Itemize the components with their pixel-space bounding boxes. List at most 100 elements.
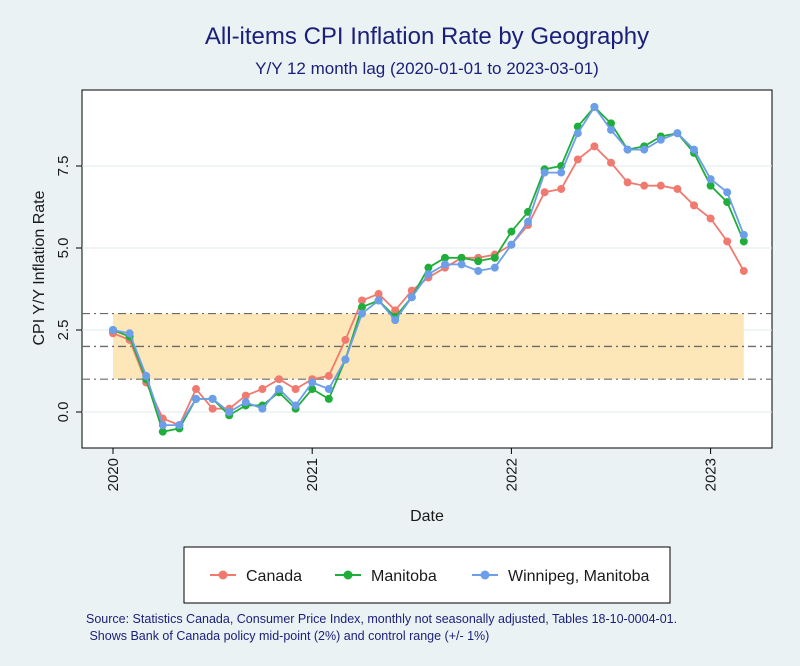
data-point bbox=[208, 404, 217, 413]
data-point bbox=[490, 253, 499, 262]
source-note: Source: Statistics Canada, Consumer Pric… bbox=[86, 612, 678, 643]
data-point bbox=[324, 385, 333, 394]
legend: Canada Manitoba Winnipeg, Manitoba bbox=[183, 546, 671, 604]
data-point bbox=[607, 119, 615, 128]
data-point bbox=[723, 198, 732, 207]
data-point bbox=[573, 155, 582, 164]
data-point bbox=[358, 303, 366, 312]
data-point bbox=[175, 421, 184, 430]
data-point bbox=[291, 385, 300, 394]
data-point bbox=[275, 375, 283, 384]
data-point bbox=[673, 129, 682, 138]
data-point bbox=[407, 293, 416, 302]
data-point bbox=[457, 260, 466, 269]
x-axis-label: Date bbox=[410, 508, 444, 525]
data-point bbox=[590, 142, 599, 151]
data-point bbox=[507, 227, 516, 236]
data-point bbox=[723, 188, 732, 197]
data-point bbox=[358, 309, 366, 318]
data-point bbox=[241, 391, 250, 400]
legend-label: Canada bbox=[246, 568, 302, 585]
chart-subtitle: Y/Y 12 month lag (2020-01-01 to 2023-03-… bbox=[255, 59, 599, 78]
data-point bbox=[739, 266, 748, 275]
data-point bbox=[441, 253, 449, 262]
data-point bbox=[424, 270, 433, 279]
data-point bbox=[341, 335, 350, 344]
data-point bbox=[457, 253, 466, 262]
data-point bbox=[739, 237, 748, 246]
data-point bbox=[258, 385, 267, 394]
x-tick-label: 2020 bbox=[105, 458, 122, 491]
data-point bbox=[723, 237, 732, 246]
data-point bbox=[374, 289, 383, 298]
data-point bbox=[258, 404, 267, 413]
data-point bbox=[391, 306, 400, 315]
legend-marker bbox=[343, 570, 353, 580]
data-point bbox=[540, 168, 549, 177]
data-point bbox=[424, 263, 433, 272]
x-tick-label: 2021 bbox=[304, 458, 321, 491]
data-point bbox=[673, 184, 682, 193]
policy-band bbox=[82, 313, 772, 380]
data-point bbox=[158, 427, 167, 436]
data-point bbox=[358, 296, 366, 305]
data-point bbox=[490, 263, 499, 272]
data-point bbox=[706, 175, 715, 184]
data-point bbox=[540, 188, 549, 197]
legend-label: Winnipeg, Manitoba bbox=[508, 568, 650, 585]
chart-title: All-items CPI Inflation Rate by Geograph… bbox=[205, 23, 649, 50]
data-point bbox=[623, 178, 632, 187]
legend-marker bbox=[218, 570, 228, 580]
data-point bbox=[474, 257, 483, 266]
data-point bbox=[324, 394, 333, 403]
y-tick-label: 5.0 bbox=[55, 238, 72, 259]
data-point bbox=[656, 181, 665, 190]
data-point bbox=[192, 394, 200, 403]
y-tick-label: 0.0 bbox=[55, 402, 72, 423]
data-point bbox=[640, 145, 649, 154]
data-point bbox=[241, 398, 250, 407]
data-point bbox=[192, 385, 200, 394]
data-point bbox=[607, 125, 615, 134]
data-point bbox=[706, 181, 715, 190]
data-point bbox=[308, 385, 317, 394]
data-point bbox=[557, 168, 566, 177]
data-point bbox=[374, 296, 383, 305]
data-point bbox=[142, 371, 151, 380]
legend-marker bbox=[480, 570, 490, 580]
y-tick-label: 7.5 bbox=[55, 156, 72, 177]
data-point bbox=[640, 181, 649, 190]
data-point bbox=[474, 266, 483, 275]
data-point bbox=[573, 129, 582, 138]
data-point bbox=[109, 326, 117, 334]
legend-label: Manitoba bbox=[371, 568, 437, 585]
x-tick-label: 2022 bbox=[503, 458, 520, 491]
data-point bbox=[441, 260, 449, 269]
data-point bbox=[125, 329, 134, 338]
data-point bbox=[291, 401, 300, 410]
data-point bbox=[656, 135, 665, 144]
legend-box bbox=[183, 546, 671, 604]
data-point bbox=[524, 217, 532, 226]
data-point bbox=[158, 421, 167, 430]
data-point bbox=[507, 240, 516, 249]
y-axis-label: CPI Y/Y Inflation Rate bbox=[31, 190, 48, 345]
data-point bbox=[341, 355, 350, 364]
data-point bbox=[706, 214, 715, 223]
data-point bbox=[275, 385, 283, 394]
data-point bbox=[623, 145, 632, 154]
data-point bbox=[690, 201, 698, 210]
data-point bbox=[208, 394, 217, 403]
data-point bbox=[225, 408, 234, 416]
x-tick-label: 2023 bbox=[703, 458, 720, 491]
data-point bbox=[607, 158, 615, 167]
data-point bbox=[557, 184, 566, 193]
y-tick-label: 2.5 bbox=[55, 320, 72, 341]
data-point bbox=[590, 102, 599, 111]
data-point bbox=[391, 316, 400, 325]
legend-entries: Canada Manitoba Winnipeg, Manitoba bbox=[210, 568, 650, 585]
data-point bbox=[324, 371, 333, 380]
series-group bbox=[109, 102, 748, 436]
axes: 0.0 2.5 5.0 7.5 2020 2021 2022 2023 bbox=[55, 156, 720, 492]
